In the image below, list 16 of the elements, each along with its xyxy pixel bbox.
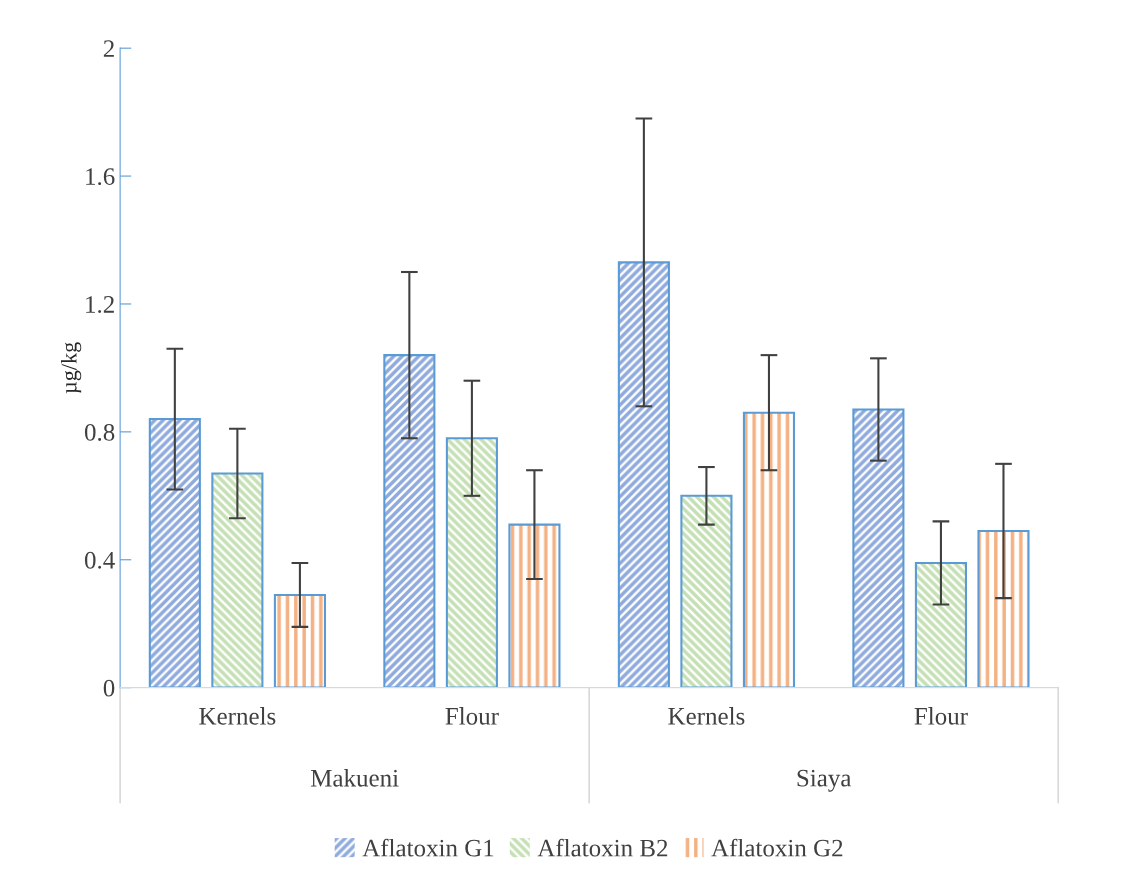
y-axis-title: µg/kg — [61, 342, 82, 394]
legend-label: Aflatoxin B2 — [537, 838, 668, 857]
x-tick-label: Flour — [445, 707, 499, 725]
y-tick-label: 1.2 — [86, 296, 114, 313]
x-tick-label: Kernels — [199, 707, 276, 725]
y-tick-label: 1.6 — [86, 168, 115, 186]
x-tick-label: Kernels — [668, 707, 745, 725]
y-tick-label: 0.4 — [84, 551, 115, 569]
y-tick-label: 2 — [103, 40, 114, 57]
text: Siaya — [797, 769, 852, 792]
x-tick-label: Flour — [914, 707, 968, 725]
legend-label: Aflatoxin G1 — [362, 838, 494, 857]
legend-label: Aflatoxin G2 — [711, 838, 843, 857]
text: Makueni — [310, 769, 399, 787]
y-tick-label: 0 — [103, 679, 115, 697]
y-tick-label: 0.8 — [84, 423, 115, 441]
